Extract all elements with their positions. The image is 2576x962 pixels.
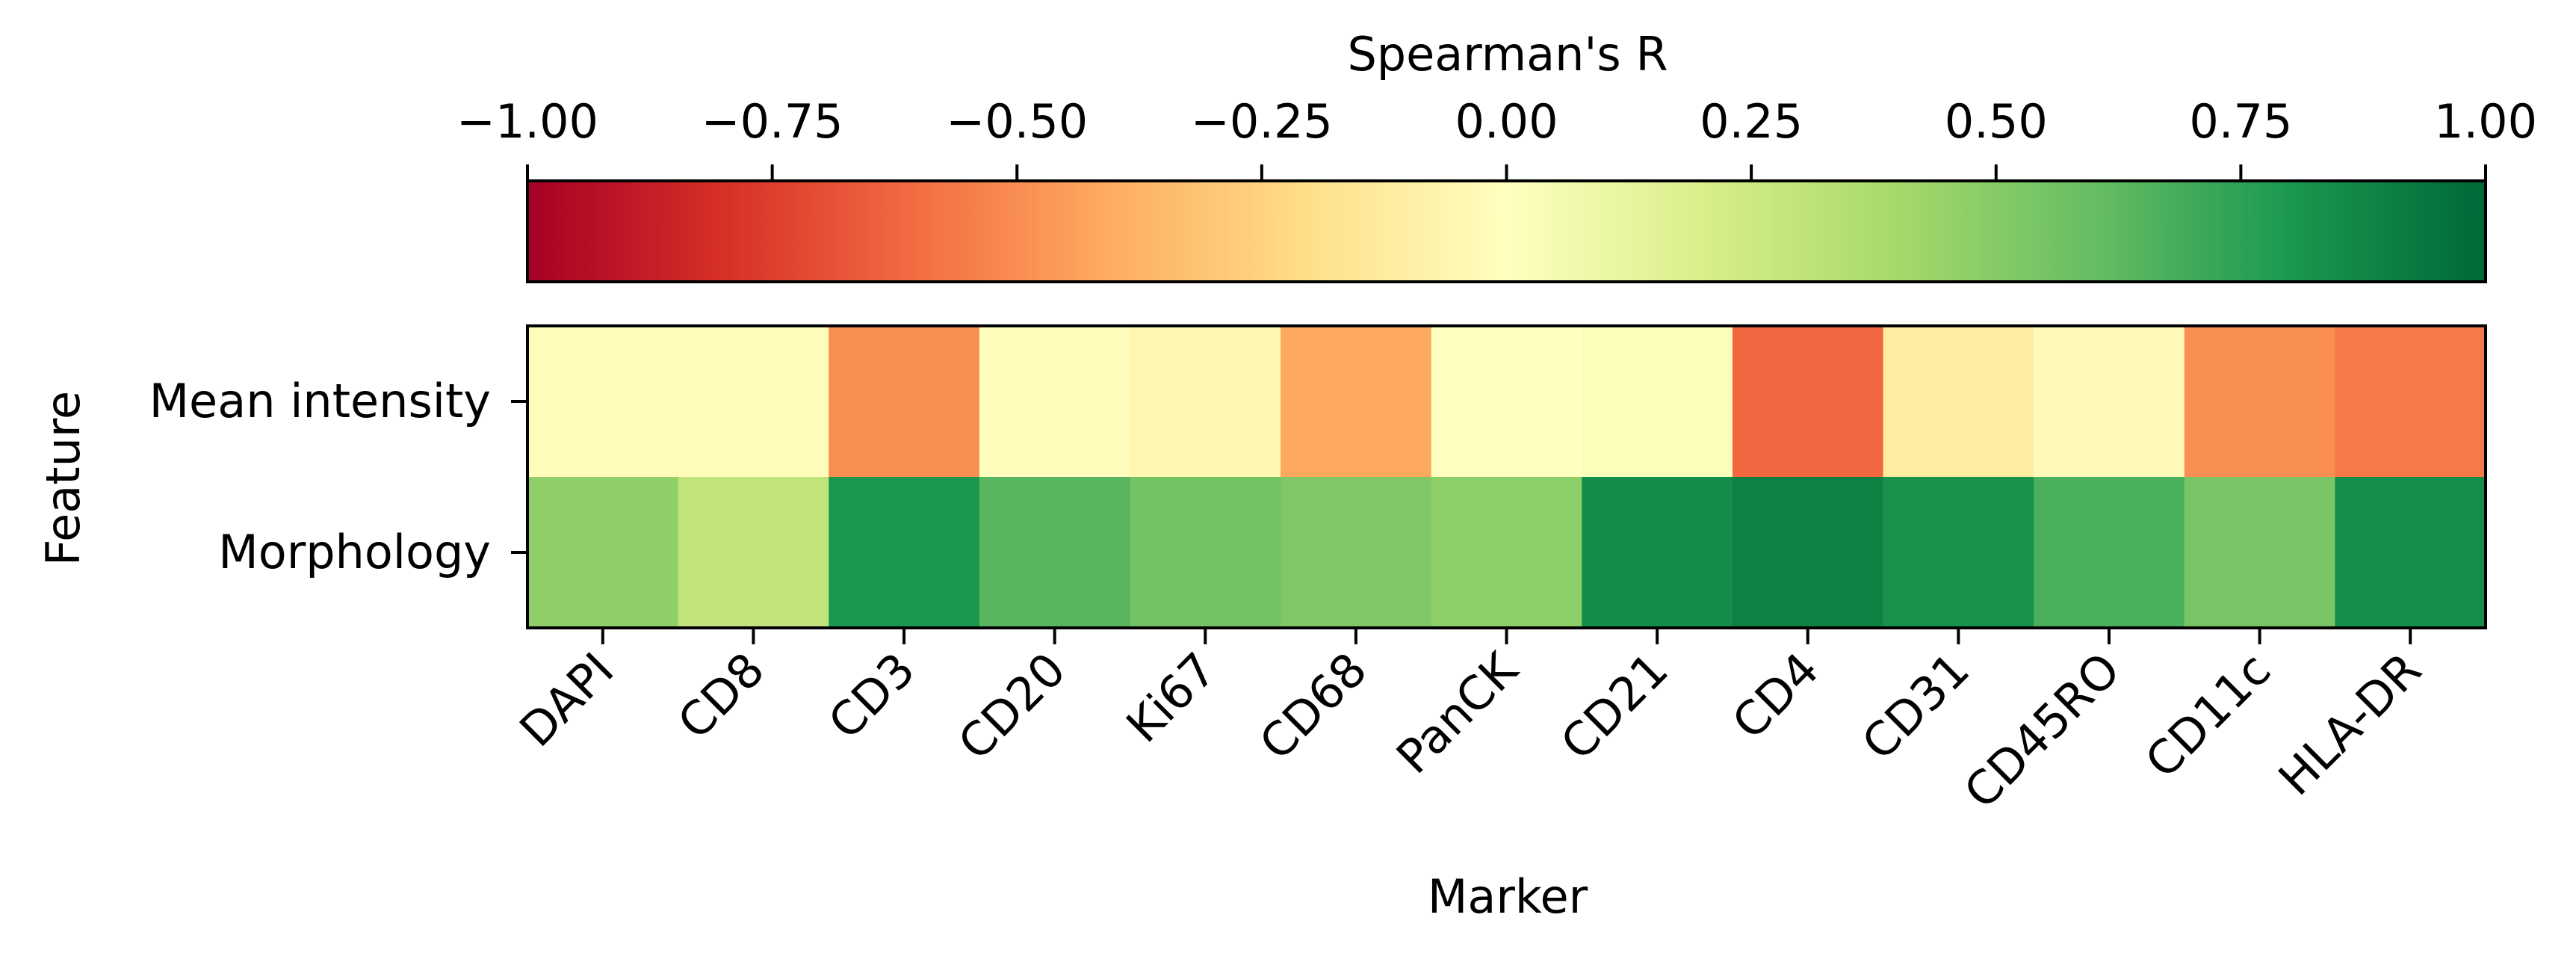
x-tick-label: CD31	[1851, 642, 1980, 771]
heatmap-cell	[2034, 477, 2185, 629]
heatmap-cell	[979, 477, 1131, 629]
heatmap-cell	[678, 326, 829, 478]
x-tick-label: CD68	[1249, 642, 1378, 771]
heatmap-cell	[1281, 326, 1432, 478]
x-tick-label: PanCK	[1386, 641, 1529, 784]
x-tick-label: CD3	[818, 642, 926, 750]
heatmap-cell	[1582, 326, 1733, 478]
x-tick-label: Ki67	[1116, 642, 1227, 753]
x-tick-label: CD20	[947, 642, 1076, 771]
y-tick-label: Morphology	[218, 525, 491, 579]
heatmap-cell	[1431, 326, 1582, 478]
heatmap-cell	[527, 477, 679, 629]
heatmap-cell	[1883, 477, 2034, 629]
y-tick-label: Mean intensity	[149, 374, 491, 428]
x-tick-label: DAPI	[509, 642, 624, 757]
colorbar-tick-label: 1.00	[2434, 94, 2537, 149]
x-tick-label: CD11c	[2134, 642, 2281, 789]
colorbar-tick-label: −1.00	[456, 94, 598, 149]
colorbar-tick-label: 0.00	[1455, 94, 1558, 149]
heatmap-cell	[2335, 326, 2486, 478]
heatmap-cell	[1582, 477, 1733, 629]
heatmap-cell	[2034, 326, 2185, 478]
heatmap-cell	[1732, 477, 1884, 629]
heatmap-cell	[1281, 477, 1432, 629]
colorbar-tick-label: 0.25	[1700, 94, 1803, 149]
heatmap-cell	[829, 326, 980, 478]
x-tick-label: CD45RO	[1954, 642, 2131, 819]
colorbar-tick-label: −0.50	[946, 94, 1088, 149]
x-tick-label: CD21	[1550, 642, 1679, 771]
x-tick-label: CD4	[1721, 642, 1829, 750]
heatmap-cell	[1883, 326, 2034, 478]
heatmap-cell	[1431, 477, 1582, 629]
heatmap: Mean intensity Morphology DAPI CD8 CD3 CD20 K…	[149, 324, 2487, 819]
x-axis-ticks: DAPI CD8 CD3 CD20 Ki67 CD68 PanCK CD21 CD4 CD31CD…	[509, 628, 2432, 819]
heatmap-cell	[979, 326, 1131, 478]
colorbar-label: Spearman's R	[1347, 27, 1668, 81]
x-axis-label: Marker	[1428, 869, 1588, 924]
heatmap-cells	[527, 326, 2486, 629]
heatmap-cell	[2184, 326, 2335, 478]
colorbar-tick-label: 0.75	[2189, 94, 2292, 149]
y-axis-label: Feature	[36, 391, 90, 566]
colorbar-tick-label: −0.25	[1191, 94, 1333, 149]
heatmap-cell	[678, 477, 829, 629]
colorbar-tick-label: −0.75	[702, 94, 843, 149]
x-tick-label: CD8	[667, 642, 775, 750]
heatmap-cell	[2335, 477, 2486, 629]
x-tick-label: HLA-DR	[2268, 642, 2432, 806]
heatmap-cell	[2184, 477, 2335, 629]
heatmap-cell	[527, 326, 679, 478]
colorbar-ticks: −1.00 −0.75 −0.50 −0.25 0.00 0.25 0.50 0.75 1.00	[456, 94, 2537, 181]
colorbar-gradient	[526, 179, 2487, 283]
y-axis-ticks: Mean intensity Morphology	[149, 374, 527, 579]
colorbar: Spearman's R −1.00 −0.75 −0.50 −0.25 0.00 0.2…	[456, 27, 2537, 283]
heatmap-cell	[829, 477, 980, 629]
heatmap-cell	[1130, 477, 1281, 629]
heatmap-cell	[1130, 326, 1281, 478]
heatmap-cell	[1732, 326, 1884, 478]
colorbar-tick-label: 0.50	[1945, 94, 2048, 149]
